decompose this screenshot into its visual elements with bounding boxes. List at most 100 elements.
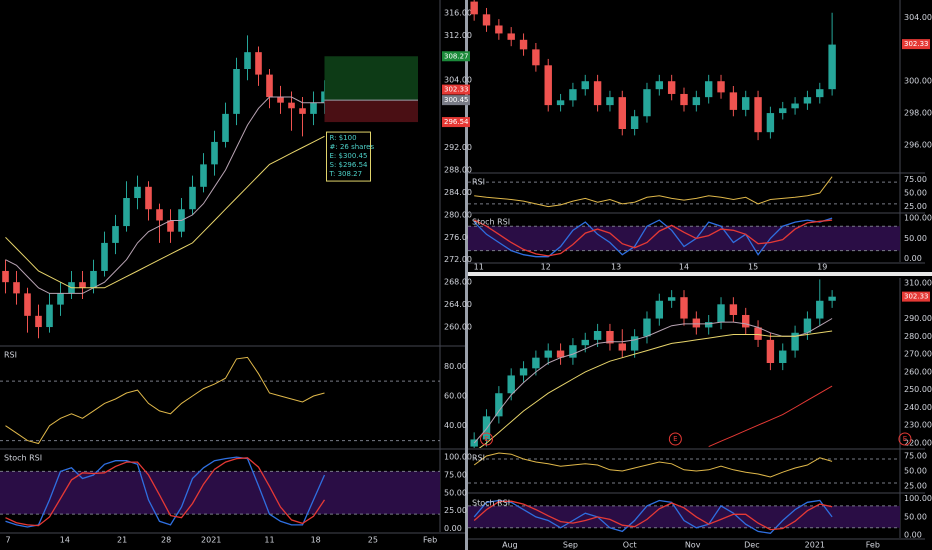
pane-title: Stoch RSI <box>472 499 510 508</box>
candle-body <box>742 97 750 110</box>
candle-body <box>779 350 787 363</box>
y-tick-label: 284.00 <box>444 188 472 197</box>
stoch-line <box>473 500 833 531</box>
y-tick-label: 316.00 <box>444 8 472 17</box>
y-tick-label: 250.00 <box>904 385 932 394</box>
x-tick-label: Dec <box>744 541 759 550</box>
x-tick-label: Feb <box>866 541 880 550</box>
y-tick-label: 50.00 <box>904 234 927 243</box>
candle-body <box>593 81 602 106</box>
candle-body <box>134 186 141 199</box>
candle-body <box>581 339 589 346</box>
candle-body <box>189 186 196 210</box>
candle-body <box>24 293 31 316</box>
x-tick-label: 12 <box>541 263 551 272</box>
candle-body <box>667 81 676 94</box>
stoch-band-fill <box>0 471 440 515</box>
trade-tooltip-line: T: 308.27 <box>329 170 363 178</box>
price-label-bg <box>442 95 470 106</box>
candle-body <box>200 164 207 187</box>
y-tick-label: 272.00 <box>444 255 472 264</box>
x-tick-label: Oct <box>623 541 637 550</box>
y-tick-label: 50.00 <box>904 189 927 198</box>
pane-title: RSI <box>472 178 485 187</box>
candle-body <box>556 100 565 106</box>
candle-body <box>145 186 152 210</box>
rsi-line <box>473 452 833 478</box>
y-tick-label: 240.00 <box>904 403 932 412</box>
trade-tooltip-line: R: $100 <box>330 134 357 142</box>
price-label-bg <box>902 291 930 302</box>
panel-divider <box>468 272 932 276</box>
y-tick-label: 50.00 <box>444 488 467 497</box>
pane-title: RSI <box>472 454 485 463</box>
candle-body <box>816 89 824 98</box>
candle-body <box>495 25 503 34</box>
candle-body <box>101 242 108 271</box>
y-tick-label: 25.00 <box>444 506 467 515</box>
candle-body <box>606 330 614 344</box>
candle-body <box>470 439 478 447</box>
event-label: E <box>484 435 488 443</box>
candle-body <box>717 304 725 323</box>
price-label: 300.45 <box>444 96 469 104</box>
x-tick-label: 21 <box>117 536 127 545</box>
candle-body <box>556 350 565 358</box>
y-tick-label: 230.00 <box>904 421 932 430</box>
candle-body <box>288 102 295 109</box>
plot-area <box>2 35 418 339</box>
pane-title: RSI <box>4 351 17 360</box>
candle-body <box>35 315 42 328</box>
candle-body <box>244 52 251 69</box>
candle-body <box>779 108 787 114</box>
candle-body <box>222 113 229 142</box>
candle-body <box>704 322 713 328</box>
rsi-line <box>474 176 833 208</box>
moving-average <box>5 96 325 294</box>
stoch-line <box>5 457 326 527</box>
price-label: 302.33 <box>904 40 929 48</box>
candle-body <box>828 296 836 301</box>
candle-body <box>655 300 664 319</box>
price-label: 302.33 <box>904 293 929 301</box>
candle-body <box>581 81 589 90</box>
x-tick-label: 11 <box>474 263 484 272</box>
price-label-bg <box>902 39 930 50</box>
candle-body <box>233 69 240 114</box>
event-label: E <box>673 435 677 443</box>
candle-body <box>803 318 812 333</box>
candle-body <box>532 357 540 369</box>
candle-body <box>211 141 218 165</box>
event-marker <box>480 432 494 446</box>
y-tick-label: 264.00 <box>444 300 472 309</box>
plot-area <box>468 452 900 484</box>
candle-body <box>90 270 97 288</box>
x-tick-label: Nov <box>685 541 701 550</box>
candle-body <box>519 368 528 376</box>
y-tick-label: 220.00 <box>904 439 932 448</box>
target-zone <box>324 56 418 101</box>
moving-average <box>5 135 325 289</box>
price-label-bg <box>442 51 470 62</box>
y-tick-label: 298.00 <box>904 109 932 118</box>
y-tick-label: 75.00 <box>444 470 467 479</box>
candle-body <box>13 282 20 294</box>
candle-body <box>803 97 812 104</box>
candle-body <box>692 97 701 106</box>
y-tick-label: 100.00 <box>444 453 472 462</box>
stoch-line <box>473 219 833 257</box>
candle-body <box>766 113 775 133</box>
candle-body <box>766 339 775 363</box>
candle-body <box>495 393 503 417</box>
price-label-bg <box>442 117 470 128</box>
event-marker <box>898 432 912 446</box>
y-tick-label: 280.00 <box>444 210 472 219</box>
y-tick-label: 268.00 <box>444 278 472 287</box>
y-tick-label: 100.00 <box>904 214 932 223</box>
candle-body <box>519 39 528 50</box>
y-tick-label: 25.00 <box>904 482 927 491</box>
y-tick-label: 50.00 <box>904 467 927 476</box>
candle-body <box>532 49 540 66</box>
candle-body <box>655 81 664 90</box>
